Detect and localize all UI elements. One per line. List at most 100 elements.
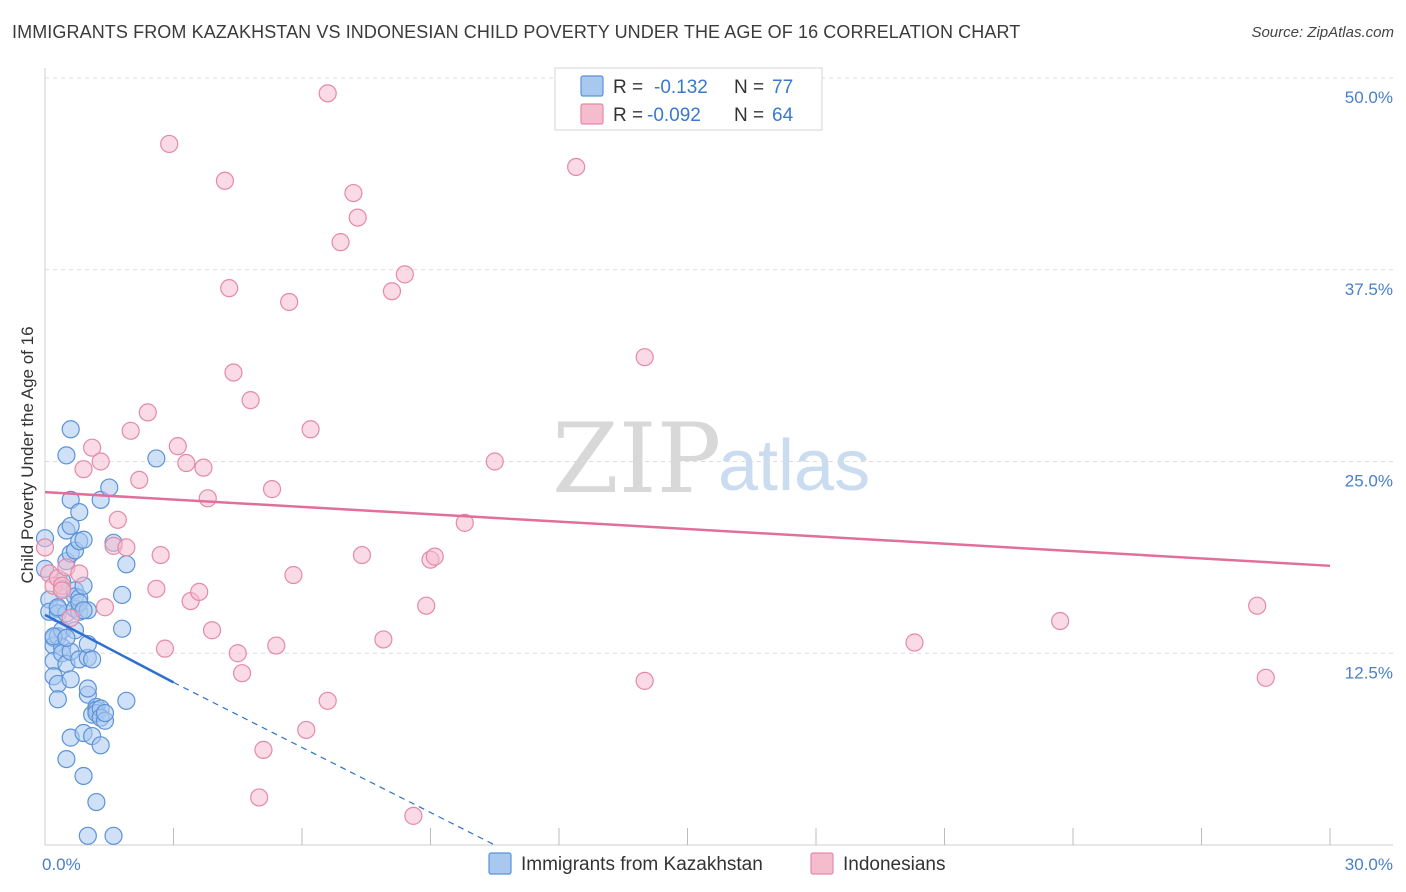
indonesian-point [202,621,222,640]
indonesian-point [74,460,93,479]
indonesian-point [220,279,239,298]
indonesian-point [228,644,247,663]
kazakhstan-point [57,446,76,465]
legend-r-label-indonesians: R = [613,105,643,126]
indonesian-point [250,788,269,807]
indonesian-point [301,420,320,439]
kazakhstan-point [74,530,93,549]
indonesian-point [417,596,436,615]
indonesian-point [404,806,423,825]
indonesian-point [318,84,337,103]
indonesian-point [61,608,80,628]
indonesian-point [198,489,217,508]
indonesian-point [262,480,282,499]
axes: 0.0% 30.0% [42,68,1393,874]
indonesian-point [147,579,166,598]
indonesian-point [382,282,402,301]
indonesian-point [232,664,252,683]
kazakhstan-point [117,691,136,710]
indonesian-point [215,171,234,190]
y-tick-label: 37.5% [1345,280,1393,299]
kazakhstan-point [78,679,97,698]
kazakhstan-trend-line [44,613,175,684]
kazakhstan-point [48,690,67,709]
y-axis-label: Child Poverty Under the Age of 16 [18,326,37,583]
kazakhstan-point [61,516,80,536]
indonesian-point [395,265,414,284]
legend-n-value-indonesians: 64 [772,105,794,126]
indonesian-point [160,134,179,154]
indonesian-point [108,510,127,529]
legend-n-label-indonesians: N = [734,105,764,126]
indonesian-point [348,208,367,227]
indonesian-point [35,538,55,557]
y-tick-label: 50.0% [1345,88,1393,107]
gridlines: 12.5% 25.0% 37.5% 50.0% [45,77,1393,682]
y-tick-label: 25.0% [1345,472,1393,491]
kazakhstan-point [104,826,123,845]
source-label: Source: ZipAtlas.com [1251,24,1394,41]
indonesian-point [284,565,303,585]
kazakhstan-point [78,826,97,845]
kazakhstan-point [57,749,76,769]
x-tick-label-max: 30.0% [1345,855,1393,874]
legend-swatch-indonesians [580,103,604,125]
y-tick-label: 12.5% [1345,663,1393,682]
correlation-legend: R = -0.132 N = 77 R = -0.092 N = 64 [554,67,823,131]
kazakhstan-point [147,449,166,468]
kazakhstan-point [112,585,132,605]
series-legend-label-kazakhstan: Immigrants from Kazakhstan [521,854,763,875]
indonesian-point [1248,596,1267,615]
legend-r-label-kazakhstan: R = [613,77,643,98]
indonesian-point [138,403,157,422]
indonesian-point [567,157,586,177]
kazakhstan-point [74,766,93,786]
indonesian-point [331,233,350,252]
legend-r-value-kazakhstan: -0.132 [654,77,708,98]
x-tick-label-min: 0.0% [42,855,81,874]
kazakhstan-point [48,598,67,617]
indonesian-point [168,437,187,456]
kazakhstan-point [83,650,102,669]
kazakhstan-point [95,703,115,723]
indonesian-point [224,363,243,382]
indonesian-point [91,452,110,471]
series-legend: Immigrants from Kazakhstan Indonesians [488,852,945,875]
chart-title: IMMIGRANTS FROM KAZAKHSTAN VS INDONESIAN… [12,22,1021,42]
kazakhstan-point [70,503,89,522]
indonesian-point [53,581,72,600]
indonesian-point [455,513,474,532]
series-legend-swatch-indonesians [810,852,834,875]
indonesian-point [117,538,136,557]
indonesian-point [121,421,140,440]
kazakhstan-point [61,420,80,439]
kazakhstan-point [100,478,119,497]
series-legend-swatch-kazakhstan [488,852,512,875]
indonesian-point [130,470,149,490]
kazakhstan-point [61,670,80,689]
indonesian-point [485,452,504,471]
indonesian-point [635,671,654,690]
legend-n-value-kazakhstan: 77 [772,77,793,98]
kazakhstan-point [61,490,80,509]
indonesian-points [35,84,1275,825]
indonesian-point [267,636,286,655]
kazakhstan-point [87,792,106,812]
watermark: ZIP atlas [552,403,870,515]
indonesian-point [241,391,260,410]
indonesian-point [635,348,654,367]
indonesian-point [155,639,175,658]
indonesian-point [352,545,372,565]
indonesian-point [194,458,213,477]
indonesian-point [297,720,316,740]
kazakhstan-point [91,736,110,755]
indonesian-point [190,582,209,601]
series-legend-label-indonesians: Indonesians [843,854,945,875]
legend-swatch-kazakhstan [580,75,604,97]
indonesian-point [151,545,170,565]
indonesian-point [425,547,444,566]
indonesian-point [1051,611,1070,631]
indonesian-point [905,633,924,652]
kazakhstan-trend-extension [173,681,496,846]
